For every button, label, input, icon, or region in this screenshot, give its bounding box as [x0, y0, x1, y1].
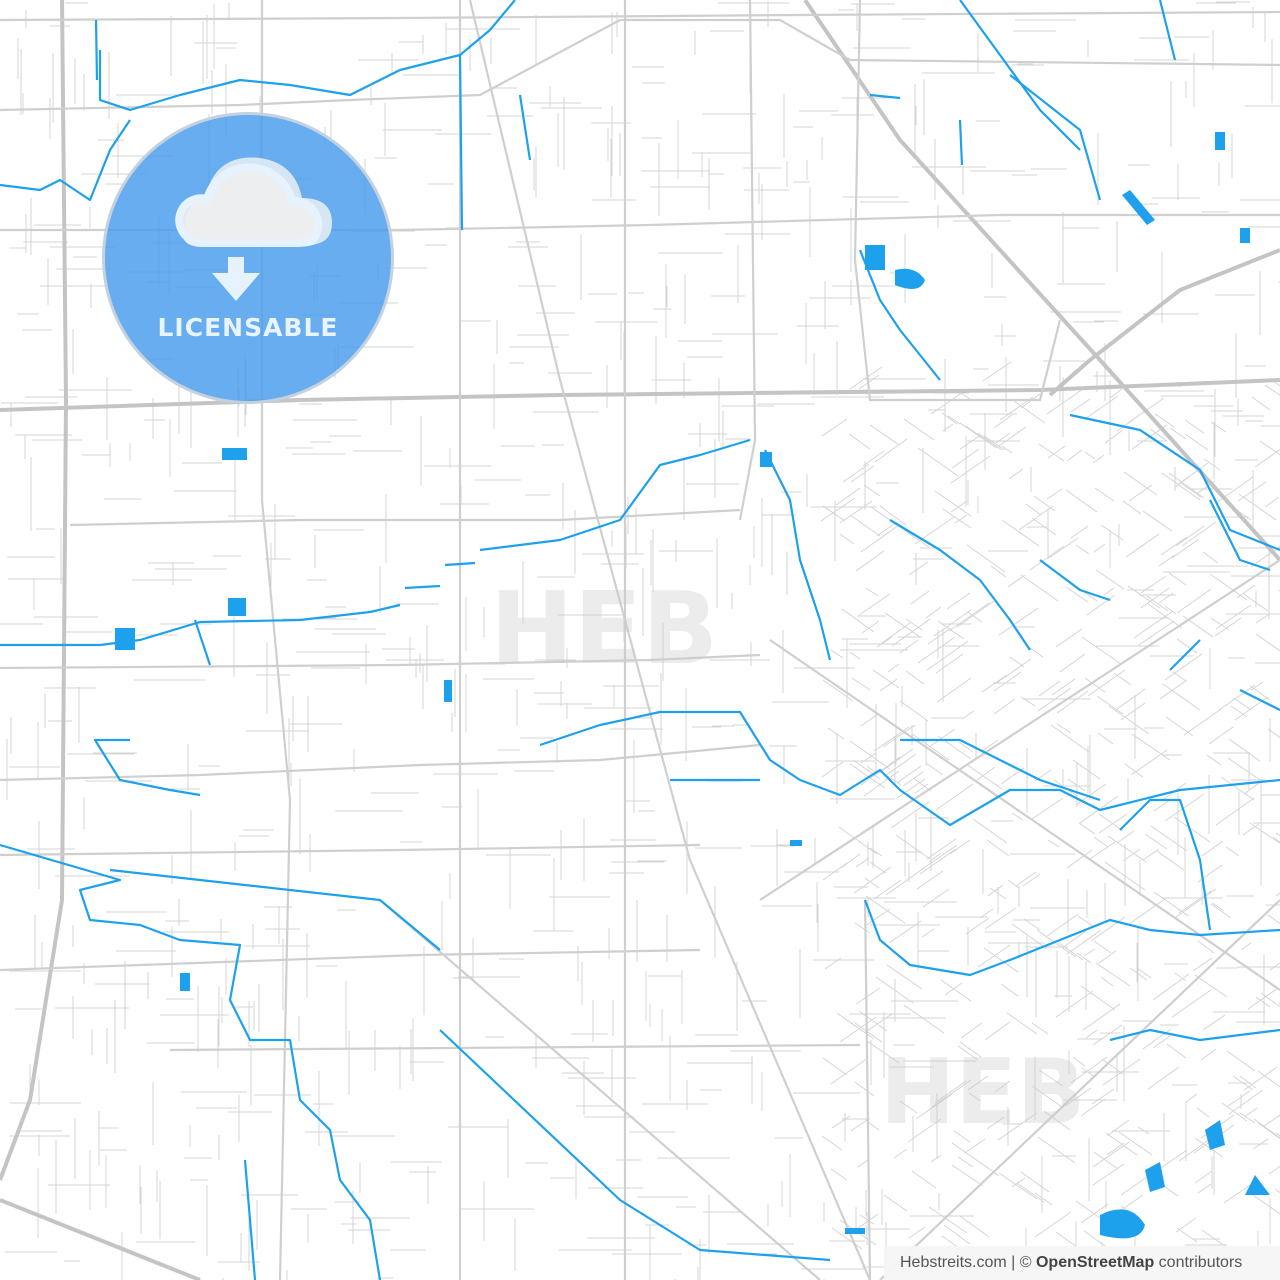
watermark: HEB	[880, 1040, 1086, 1145]
attribution-suffix: contributors	[1154, 1254, 1243, 1271]
attribution-separator: | ©	[1006, 1254, 1036, 1271]
creek-central	[479, 438, 751, 552]
attribution-osm-link[interactable]: OpenStreetMap	[1035, 1254, 1155, 1271]
highway-southwest	[0, 1198, 201, 1280]
watermark: HEB	[490, 570, 719, 687]
river-southeast	[863, 899, 1280, 977]
river-southwest	[0, 843, 382, 1280]
highway-diagonal-ne	[803, 0, 1280, 562]
highway-diagonal-se	[1048, 248, 1280, 397]
lake	[865, 245, 885, 270]
cloud-download-icon	[175, 157, 332, 301]
creek-northwest	[0, 119, 131, 202]
highway-east-west	[0, 378, 1280, 412]
attribution: Hebstreits.com | © OpenStreetMap contrib…	[884, 1246, 1280, 1280]
attribution-site[interactable]: Hebstreits.com	[900, 1254, 1007, 1271]
highway-west	[0, 0, 69, 1181]
licensable-label: LICENSABLE	[157, 313, 339, 342]
river-central	[539, 710, 1280, 827]
licensable-badge[interactable]: LICENSABLE	[102, 112, 394, 404]
creek-north	[98, 0, 516, 112]
